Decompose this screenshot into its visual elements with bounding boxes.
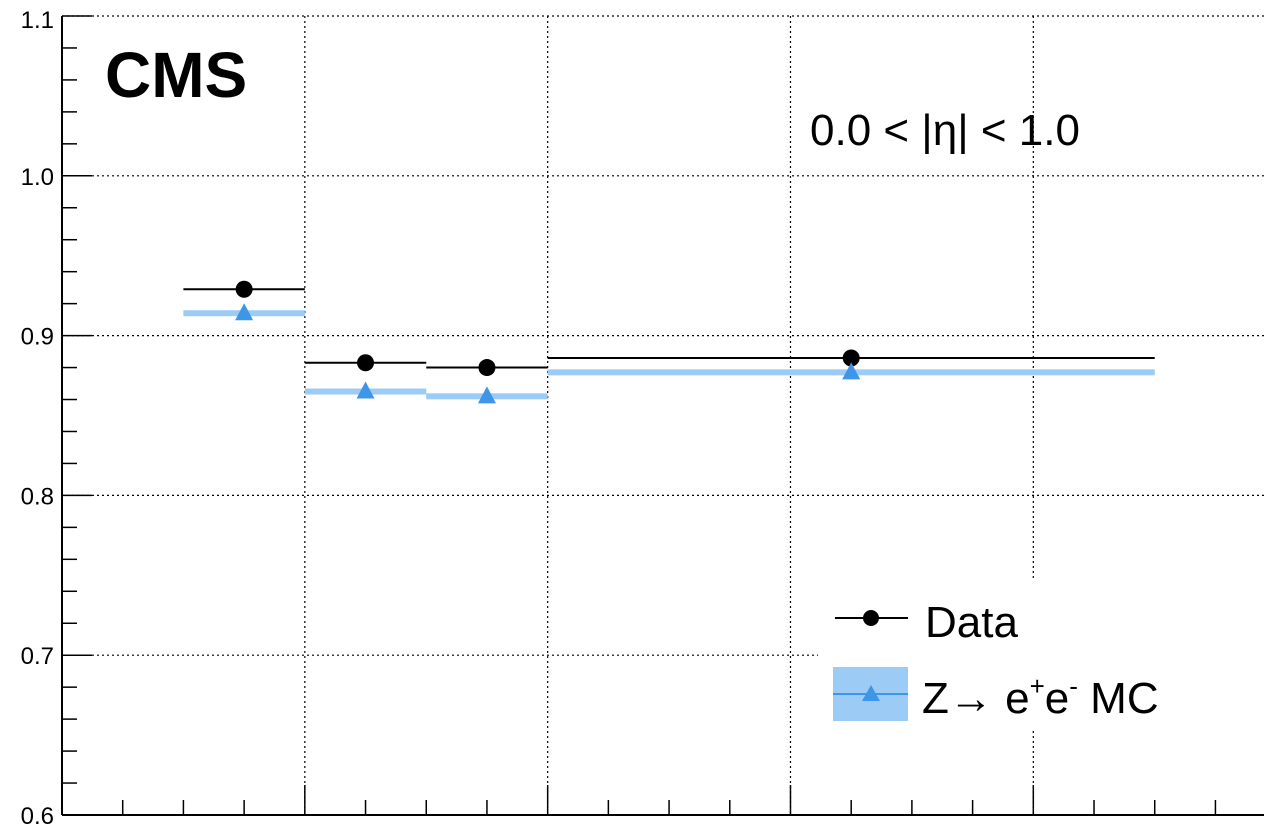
data-marker-2 <box>478 359 496 377</box>
legend-mc-label: Z→ e+e- MC <box>922 671 1159 723</box>
mc-marker-0 <box>235 303 254 321</box>
cms-label: CMS <box>105 39 247 111</box>
legend-mc-marker <box>862 685 880 701</box>
data-marker-0 <box>235 280 253 298</box>
grid-lines <box>62 15 1264 816</box>
data-series <box>183 280 1155 404</box>
data-marker-3 <box>842 349 860 367</box>
legend-data-label: Data <box>925 598 1018 647</box>
mc-marker-2 <box>477 386 496 404</box>
legend-data-marker <box>863 610 879 626</box>
mc-marker-1 <box>356 381 375 399</box>
y-tick-label-0.9: 0.9 <box>21 324 54 351</box>
y-tick-label-0.8: 0.8 <box>21 483 54 510</box>
y-tick-label-1.0: 1.0 <box>21 164 54 191</box>
axes: 0.6 0.7 0.8 0.9 1.0 1.1 <box>21 7 1264 826</box>
legend-mc-z: Z <box>922 674 949 723</box>
y-tick-label-0.7: 0.7 <box>21 643 54 670</box>
mc-marker-3 <box>842 362 861 380</box>
legend-mc-arrow: → e <box>949 674 1030 723</box>
legend-mc-minus: - <box>1069 671 1078 701</box>
legend: Data Z→ e+e- MC <box>818 580 1264 730</box>
legend-mc-plus: + <box>1030 671 1045 701</box>
data-marker-1 <box>357 354 375 372</box>
legend-mc-e2: e <box>1045 674 1069 723</box>
legend-mc-mc: MC <box>1078 674 1159 723</box>
eta-range-label: 0.0 < |η| < 1.0 <box>810 106 1080 155</box>
y-tick-label-0.6: 0.6 <box>21 803 54 826</box>
y-tick-label-1.1: 1.1 <box>21 7 54 34</box>
